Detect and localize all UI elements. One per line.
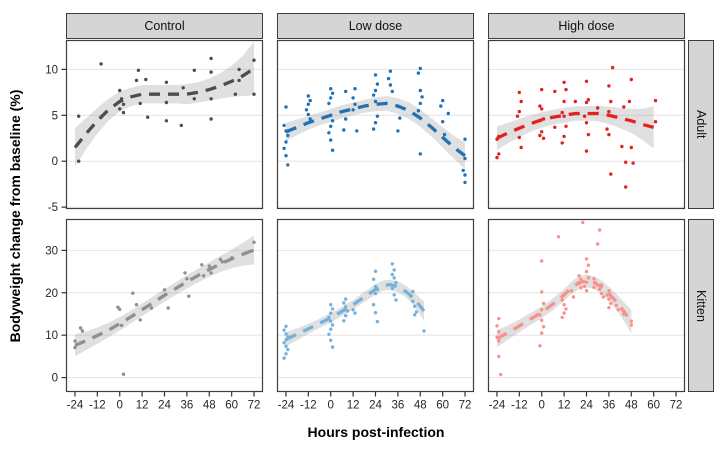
- facet-strip-control: Control: [66, 13, 263, 39]
- panel-canvas: 0 10 20 30 -24 -12 0 12 24 36 48 60 72: [45, 218, 264, 412]
- svg-text:36: 36: [391, 400, 404, 412]
- svg-text:-24: -24: [67, 400, 84, 412]
- svg-text:72: 72: [670, 400, 683, 412]
- svg-text:12: 12: [558, 400, 571, 412]
- svg-text:60: 60: [225, 400, 238, 412]
- panel-canvas: [487, 39, 686, 210]
- svg-text:0: 0: [539, 400, 545, 412]
- svg-text:20: 20: [45, 288, 58, 300]
- panel-kitten-control: 0 10 20 30 -24 -12 0 12 24 36 48 60 72: [45, 218, 264, 412]
- facet-strip-adult: Adult: [688, 40, 714, 209]
- panel-kitten-low-dose: -24 -12 0 12 24 36 48 60 72: [276, 218, 475, 412]
- panel-adult-control: -5 0 5 10: [45, 39, 264, 214]
- svg-text:-12: -12: [511, 400, 528, 412]
- svg-text:5: 5: [52, 110, 58, 122]
- svg-text:36: 36: [602, 400, 615, 412]
- svg-text:36: 36: [180, 400, 193, 412]
- facet-strip-high-dose: High dose: [488, 13, 685, 39]
- svg-text:12: 12: [347, 400, 360, 412]
- svg-text:72: 72: [248, 400, 261, 412]
- svg-text:12: 12: [136, 400, 149, 412]
- panel-canvas: -24 -12 0 12 24 36 48 60 72: [487, 218, 686, 412]
- svg-text:-12: -12: [300, 400, 317, 412]
- panel-canvas: -5 0 5 10: [45, 39, 264, 214]
- svg-text:48: 48: [203, 400, 216, 412]
- svg-text:24: 24: [580, 400, 593, 412]
- panel-canvas: [276, 39, 475, 210]
- svg-text:48: 48: [625, 400, 638, 412]
- y-axis-title: Bodyweight change from baseline (%): [7, 89, 23, 343]
- svg-text:30: 30: [45, 245, 58, 257]
- svg-text:-24: -24: [489, 400, 506, 412]
- x-axis-title: Hours post-infection: [307, 424, 445, 440]
- svg-text:0: 0: [328, 400, 334, 412]
- svg-text:-12: -12: [89, 400, 106, 412]
- panel-adult-low-dose: [276, 39, 475, 210]
- svg-text:0: 0: [117, 400, 123, 412]
- svg-text:10: 10: [45, 64, 58, 76]
- panel-canvas: -24 -12 0 12 24 36 48 60 72: [276, 218, 475, 412]
- svg-text:24: 24: [369, 400, 382, 412]
- panel-kitten-high-dose: -24 -12 0 12 24 36 48 60 72: [487, 218, 686, 412]
- svg-text:0: 0: [52, 373, 58, 385]
- svg-text:72: 72: [459, 400, 472, 412]
- svg-text:60: 60: [436, 400, 449, 412]
- svg-text:-24: -24: [278, 400, 295, 412]
- facet-strip-kitten: Kitten: [688, 219, 714, 392]
- svg-text:-5: -5: [48, 202, 58, 214]
- svg-text:48: 48: [414, 400, 427, 412]
- svg-text:0: 0: [52, 156, 58, 168]
- facet-strip-low-dose: Low dose: [277, 13, 474, 39]
- svg-text:60: 60: [647, 400, 660, 412]
- svg-text:10: 10: [45, 330, 58, 342]
- svg-text:24: 24: [158, 400, 171, 412]
- panel-adult-high-dose: [487, 39, 686, 210]
